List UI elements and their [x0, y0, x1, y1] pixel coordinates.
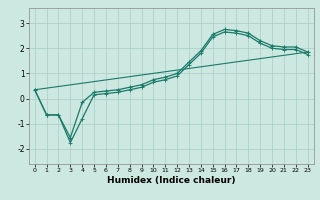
X-axis label: Humidex (Indice chaleur): Humidex (Indice chaleur) [107, 176, 236, 185]
